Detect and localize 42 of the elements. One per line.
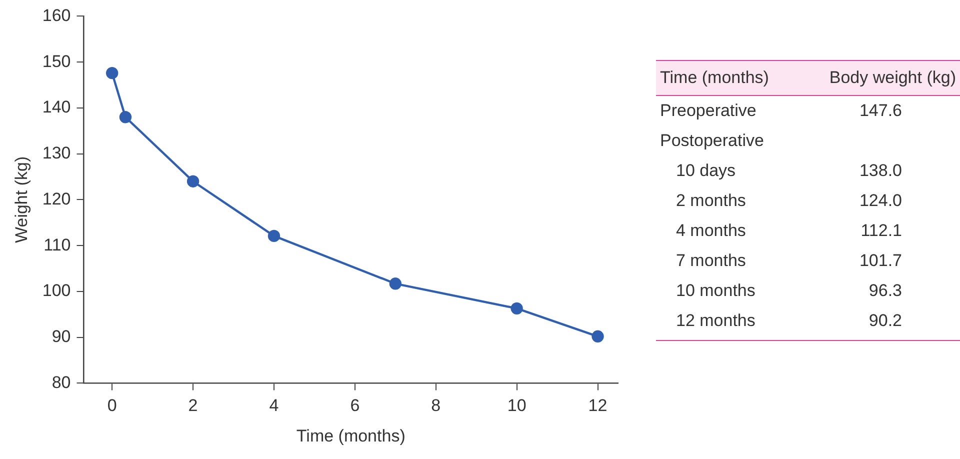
text: Time (months) (656, 60, 798, 96)
y-tick-label: 90 (52, 327, 71, 346)
y-tick-label: 160 (42, 6, 71, 25)
y-tick-label: 140 (42, 98, 71, 117)
category-label: 4 months (675, 220, 747, 242)
point (268, 230, 280, 242)
data-label: 90.2 (797, 306, 960, 340)
y-axis-title: Weight (kg) (12, 156, 31, 244)
x-tick-label: 10 (507, 396, 526, 416)
point (186, 175, 200, 188)
data-label: 147.6 (858, 100, 903, 122)
category-label: 2 months (675, 190, 747, 212)
data-label: 124.0 (858, 190, 903, 212)
y-tick-label: 100 (42, 281, 71, 300)
text: Body weight (kg) (797, 60, 960, 96)
category-label: 12 months (656, 306, 798, 340)
x-tick-label: 12 (588, 396, 608, 416)
data-label: 96.3 (868, 280, 903, 302)
y-tick-label: 120 (42, 189, 71, 208)
category-label: 10 days (675, 160, 737, 182)
point (510, 302, 523, 315)
data-label: 112.1 (860, 220, 903, 242)
x-axis-title: Time (months) (296, 426, 406, 446)
point (106, 66, 118, 80)
y-tick-label: 110 (44, 235, 71, 254)
data-label: 101.7 (858, 250, 903, 272)
y-tick-label: 80 (52, 372, 71, 392)
category-label: Preoperative (659, 100, 758, 122)
data-label: 138.0 (858, 160, 903, 182)
category-label: Postoperative (659, 130, 765, 152)
y-tick-label: 130 (42, 144, 71, 163)
x-tick-label: 4 (269, 396, 279, 416)
category-label: 7 months (675, 250, 747, 272)
point (389, 278, 402, 290)
category-label: 10 months (675, 280, 756, 302)
y-tick-label: 150 (42, 52, 71, 71)
x-tick-label: 8 (431, 396, 441, 416)
point (592, 330, 604, 343)
point (119, 111, 132, 124)
x-tick-label: 6 (350, 396, 360, 416)
x-tick-label: 0 (107, 396, 117, 416)
x-tick-label: 2 (188, 396, 198, 416)
